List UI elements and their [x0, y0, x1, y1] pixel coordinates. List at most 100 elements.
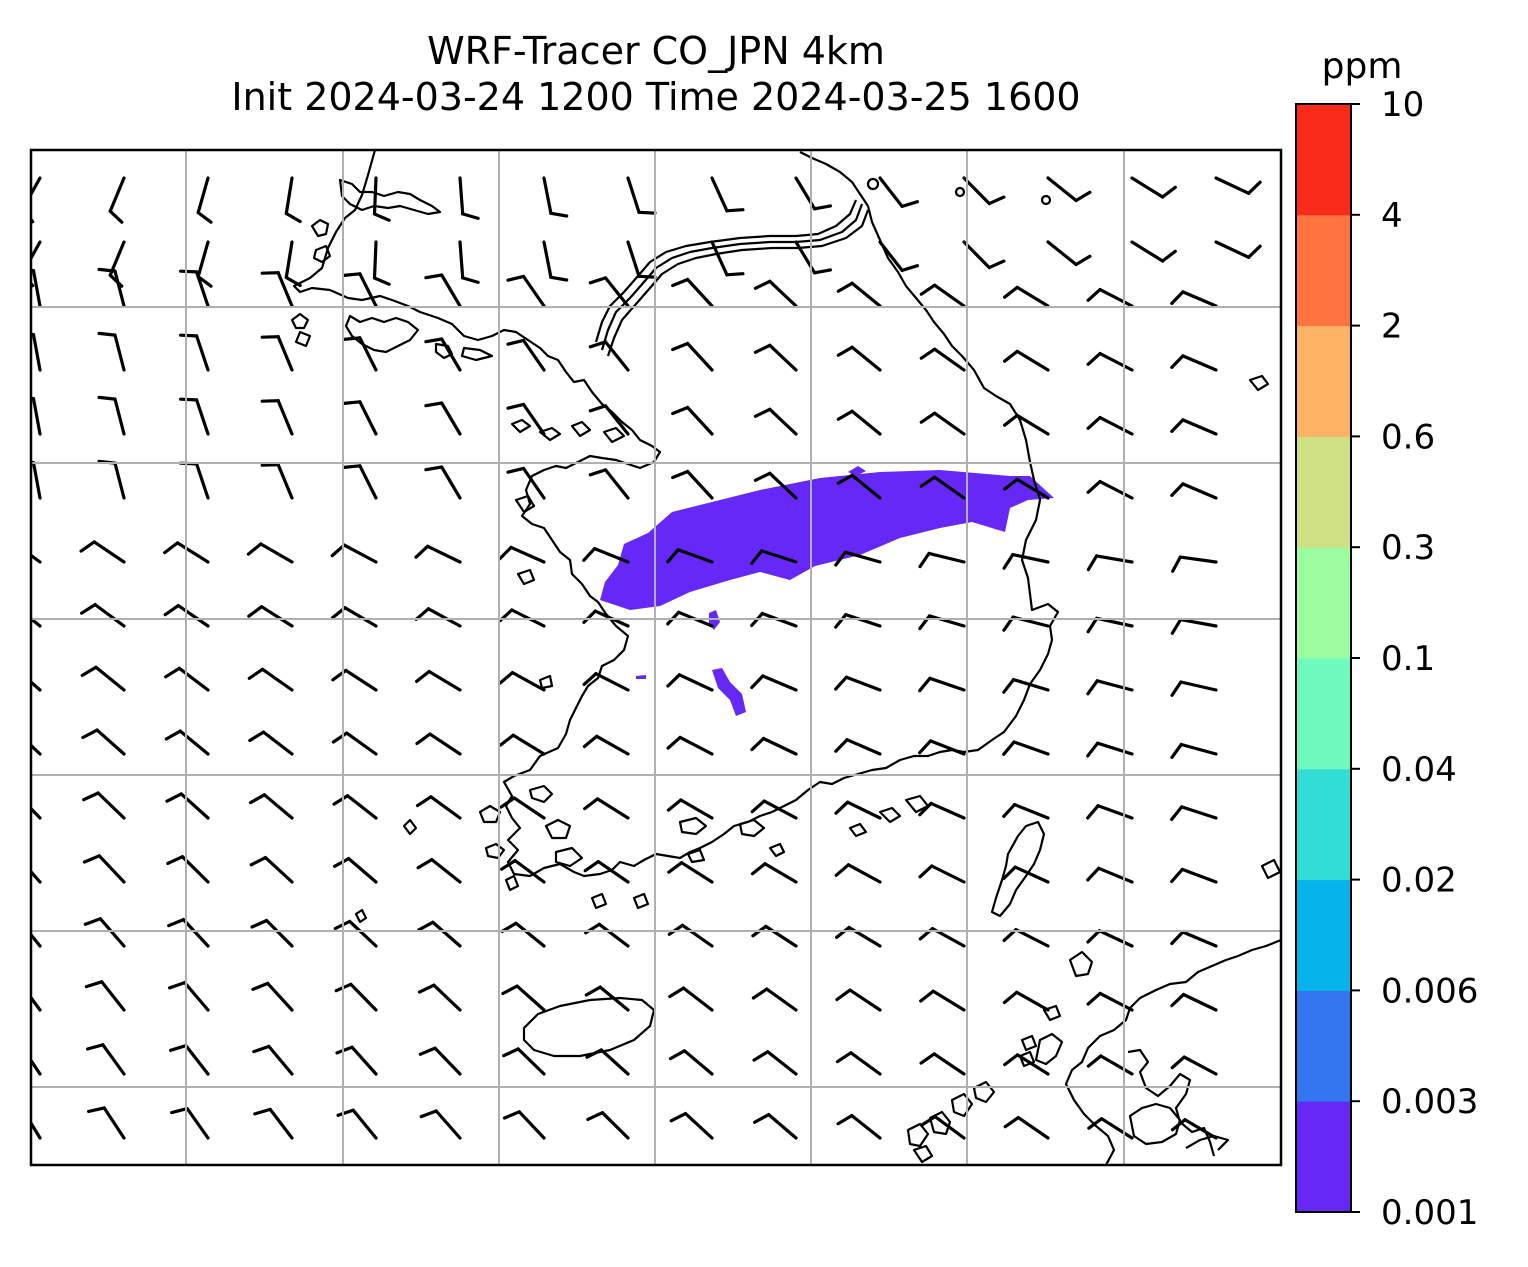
- wind-barb-shaft: [113, 269, 126, 308]
- wind-barb-flag: [1086, 679, 1099, 696]
- wind-barb-flag: [725, 272, 745, 277]
- wind-barb-shaft: [267, 1044, 294, 1076]
- wind-barb-shaft: [427, 669, 462, 692]
- wind-barb-shaft: [932, 411, 966, 436]
- wind-barb-shaft: [768, 471, 798, 500]
- wind-barb-flag: [179, 333, 199, 338]
- wind-barb-shaft: [683, 1111, 714, 1140]
- wind-barb-shaft: [521, 274, 546, 308]
- wind-barb-flag: [3, 981, 18, 985]
- wind-barb-shaft: [515, 984, 546, 1012]
- wind-barb-flag: [333, 856, 351, 868]
- wind-barb-shaft: [1098, 480, 1134, 500]
- wind-barb-flag: [163, 541, 180, 555]
- wind-barb-shaft: [513, 858, 546, 884]
- wind-barb-shaft: [514, 921, 546, 948]
- wind-barb-shaft: [1214, 176, 1251, 195]
- wind-barb-flag: [342, 272, 362, 277]
- wind-barb-shaft: [458, 240, 465, 280]
- wind-barb-flag: [1002, 477, 1019, 491]
- wind-barb-flag: [1002, 285, 1019, 299]
- wind-barb-flag: [1002, 740, 1016, 756]
- wind-barb-flag: [414, 607, 430, 621]
- wind-barb-shaft: [430, 857, 462, 884]
- wind-barb-flag: [919, 1114, 937, 1127]
- wind-barb-shaft: [1015, 990, 1050, 1012]
- colorbar: 0.001 0.003 0.006 0.02 0.04 0.1 0.3 0.6 2 4 10 ppm: [1295, 46, 1478, 1233]
- wind-barb-flag: [415, 669, 431, 684]
- wind-barb-flag: [750, 674, 765, 690]
- wind-barb-shaft: [927, 614, 966, 628]
- wind-barb-shaft: [761, 736, 798, 756]
- colorbar-band: [1296, 768, 1351, 881]
- wind-barb-shaft: [685, 341, 714, 372]
- wind-barb-flag: [1170, 617, 1183, 635]
- wind-barb-flag: [1086, 352, 1102, 366]
- colorbar-tick-label: 0.006: [1381, 971, 1478, 1011]
- wind-barb-shaft: [846, 863, 882, 884]
- wind-barb-flag: [1160, 249, 1177, 263]
- wind-barb-flag: [252, 1044, 271, 1054]
- wind-barb-shaft: [343, 606, 378, 628]
- wind-barb-shaft: [710, 240, 729, 277]
- wind-barb-flag: [1170, 930, 1185, 946]
- wind-barb-shaft: [1181, 418, 1218, 436]
- wind-barb-shaft: [1181, 290, 1218, 308]
- wind-barb-flag: [97, 331, 117, 337]
- wind-barb-shaft: [265, 918, 294, 948]
- wind-barb-shaft: [268, 1107, 294, 1140]
- wind-barb-flag: [372, 276, 391, 286]
- wind-barb-shaft: [440, 401, 462, 436]
- wind-barb-flag: [583, 797, 600, 811]
- wind-barb-shaft: [351, 1108, 378, 1140]
- wind-barb-shaft: [429, 795, 462, 820]
- wind-barb-flag: [108, 209, 124, 224]
- wind-barb-shaft: [358, 464, 378, 500]
- wind-barb-flag: [1170, 290, 1185, 305]
- wind-barb-flag: [253, 1107, 272, 1116]
- wind-barb-shaft: [1179, 680, 1218, 692]
- wind-barb-flag: [836, 281, 854, 293]
- wind-barb-flag: [284, 211, 302, 224]
- wind-barb-flag: [336, 1108, 355, 1117]
- wind-barb-flag: [549, 275, 569, 282]
- wind-barb-shaft: [101, 1043, 126, 1076]
- wind-barb-shaft: [196, 240, 210, 279]
- wind-barb-flag: [4, 1044, 20, 1048]
- wind-barb-flag: [501, 984, 519, 996]
- wind-barb-shaft: [1178, 617, 1218, 628]
- wind-barb-flag: [668, 1049, 687, 1061]
- wind-barb-shaft: [183, 980, 210, 1012]
- colorbar-tick-label: 10: [1381, 85, 1424, 125]
- wind-barb-shaft: [932, 475, 966, 500]
- wind-barb-shaft: [1015, 285, 1050, 308]
- wind-barb-shaft: [102, 1106, 126, 1140]
- wind-barb-shaft: [848, 988, 882, 1012]
- wind-barb-shaft: [930, 864, 966, 884]
- wind-barb-flag: [80, 665, 98, 678]
- wind-barb-flag: [669, 1111, 688, 1123]
- wind-barb-flag: [506, 466, 526, 474]
- wind-barb-flag: [1087, 1117, 1104, 1130]
- wind-barb-flag: [1170, 805, 1184, 822]
- colorbar-band: [1296, 879, 1351, 991]
- wind-barb-shaft: [1013, 865, 1050, 884]
- wind-barb-flag: [260, 335, 280, 339]
- wind-barb-shaft: [1099, 1117, 1134, 1140]
- wind-barb-shaft: [682, 1049, 714, 1076]
- wind-barb-flag: [169, 1043, 188, 1052]
- wind-barb-shaft: [767, 1112, 798, 1140]
- colorbar-band: [1296, 104, 1351, 216]
- wind-barb-shaft: [710, 176, 729, 213]
- wind-barb-shaft: [962, 176, 991, 206]
- colorbar-tick-label: 0.3: [1381, 528, 1435, 568]
- wind-barb-flag: [0, 541, 11, 550]
- wind-barb-flag: [834, 925, 851, 940]
- map-gridlines: [31, 150, 1281, 1165]
- wind-barb-flag: [424, 273, 444, 280]
- colorbar-unit-label: ppm: [1322, 46, 1403, 87]
- wind-barb-shaft: [1095, 741, 1134, 756]
- wind-barb-shaft: [1096, 804, 1134, 820]
- wind-barb-shaft: [31, 869, 42, 884]
- wind-barb-flag: [163, 603, 180, 617]
